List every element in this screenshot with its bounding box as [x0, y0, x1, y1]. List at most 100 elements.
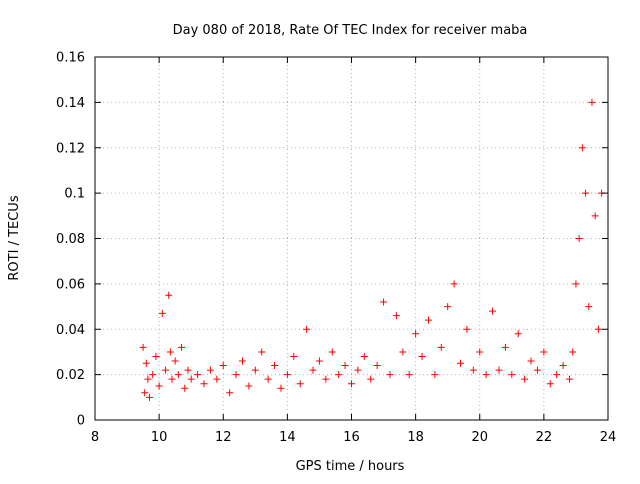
data-point — [181, 384, 189, 392]
data-point — [469, 366, 477, 374]
y-tick-label: 0.12 — [56, 141, 85, 156]
data-point — [412, 330, 420, 338]
data-point — [158, 309, 166, 317]
data-point — [187, 375, 195, 383]
data-point — [482, 371, 490, 379]
x-tick-label: 8 — [91, 430, 99, 445]
data-point — [226, 389, 234, 397]
data-point — [591, 212, 599, 220]
data-point — [582, 189, 590, 197]
data-point — [309, 366, 317, 374]
data-point — [566, 375, 574, 383]
data-point — [514, 330, 522, 338]
data-point — [232, 371, 240, 379]
data-point — [335, 371, 343, 379]
data-point — [200, 380, 208, 388]
data-point — [399, 348, 407, 356]
y-axis-label: ROTI / TECUs — [7, 195, 22, 280]
data-point — [146, 393, 154, 401]
y-tick-label: 0.14 — [56, 96, 85, 111]
data-point — [575, 235, 583, 242]
data-point — [258, 348, 266, 356]
data-point — [572, 280, 580, 288]
data-point — [303, 325, 311, 333]
data-point — [424, 316, 432, 324]
x-axis-label: GPS time / hours — [296, 459, 405, 474]
data-point — [348, 380, 355, 388]
data-point — [155, 382, 163, 390]
data-point — [206, 366, 214, 374]
data-point — [162, 366, 170, 374]
data-point — [139, 343, 147, 351]
data-point — [165, 291, 173, 299]
data-point — [152, 352, 160, 360]
data-point — [149, 371, 157, 379]
data-point — [569, 348, 577, 356]
data-point — [450, 280, 458, 288]
x-tick-label: 24 — [600, 430, 617, 445]
data-point — [553, 371, 561, 379]
data-point — [594, 325, 602, 333]
data-point — [588, 98, 596, 106]
data-point — [290, 352, 298, 360]
data-point — [501, 343, 509, 351]
data-point — [264, 375, 272, 383]
data-point — [476, 348, 484, 356]
data-point — [168, 375, 176, 383]
y-tick-label: 0 — [77, 414, 85, 429]
data-point — [495, 366, 503, 374]
data-point — [271, 362, 279, 370]
y-tick-label: 0.1 — [64, 187, 85, 202]
data-point — [559, 362, 567, 370]
tick-labels: 8 10 12 14 16 18 20 22 24 0 0.02 0.04 0.06 0.08 0.1 0.1… — [56, 51, 616, 446]
data-point — [521, 375, 529, 383]
data-point — [283, 371, 291, 379]
data-point — [296, 380, 304, 388]
data-point — [444, 303, 452, 311]
data-point — [315, 357, 323, 365]
data-point — [380, 298, 388, 306]
x-tick-label: 22 — [536, 430, 553, 445]
y-tick-label: 0.02 — [56, 368, 85, 383]
y-tick-label: 0.04 — [56, 323, 85, 338]
data-point — [457, 359, 465, 367]
data-point — [489, 307, 497, 315]
data-point — [251, 366, 259, 374]
data-point — [508, 371, 516, 379]
y-tick-label: 0.08 — [56, 232, 85, 247]
y-tick-label: 0.06 — [56, 277, 85, 292]
data-point — [277, 384, 285, 392]
data-point — [437, 343, 445, 351]
x-tick-label: 18 — [407, 430, 424, 445]
x-tick-label: 10 — [151, 430, 168, 445]
data-point — [213, 375, 221, 383]
data-points — [139, 98, 606, 401]
data-point — [245, 382, 253, 390]
data-point — [174, 371, 182, 379]
axes — [94, 56, 609, 421]
data-point — [178, 343, 186, 351]
data-point — [238, 357, 246, 365]
data-point — [166, 348, 174, 356]
data-point — [144, 375, 152, 383]
y-tick-label: 0.16 — [56, 51, 85, 66]
x-tick-label: 12 — [215, 430, 232, 445]
data-point — [405, 371, 413, 379]
grid — [95, 57, 608, 420]
data-point — [578, 144, 586, 152]
data-point — [546, 380, 554, 388]
x-tick-label: 16 — [343, 430, 360, 445]
data-point — [418, 352, 426, 360]
data-point — [373, 362, 381, 370]
data-point — [354, 366, 362, 374]
data-point — [142, 359, 150, 367]
data-point — [527, 357, 535, 365]
data-point — [328, 348, 336, 356]
data-point — [533, 366, 541, 374]
data-point — [540, 348, 548, 356]
data-point — [360, 352, 368, 360]
data-point — [386, 371, 394, 379]
data-point — [392, 312, 400, 320]
